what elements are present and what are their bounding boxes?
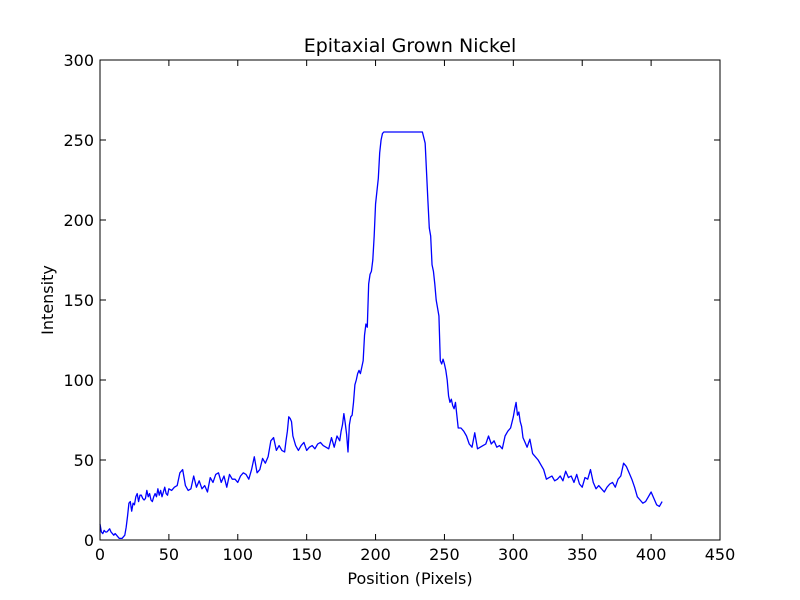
x-tick-label: 250 [429,545,460,564]
y-tick-label: 250 [63,131,94,150]
chart-title: Epitaxial Grown Nickel [304,35,517,57]
y-tick-label: 50 [74,451,94,470]
y-tick-label: 100 [63,371,94,390]
y-tick-label: 0 [84,531,94,550]
x-tick-label: 0 [95,545,105,564]
x-tick-label: 450 [705,545,736,564]
y-axis-title: Intensity [38,265,57,335]
plot-area [99,131,663,540]
x-tick-label: 300 [498,545,529,564]
x-axis-title: Position (Pixels) [347,569,472,588]
y-axis-ticks: 0 50 100 150 200 250 300 [63,51,720,550]
x-tick-label: 350 [567,545,598,564]
x-tick-label: 100 [223,545,254,564]
x-tick-label: 150 [291,545,322,564]
x-tick-label: 50 [159,545,179,564]
x-tick-label: 200 [360,545,391,564]
y-tick-label: 150 [63,291,94,310]
y-tick-label: 300 [63,51,94,70]
x-tick-label: 400 [636,545,667,564]
x-axis-ticks: 0 50 100 150 200 250 300 350 400 450 [95,60,735,564]
y-tick-label: 200 [63,211,94,230]
series-line [99,131,663,540]
